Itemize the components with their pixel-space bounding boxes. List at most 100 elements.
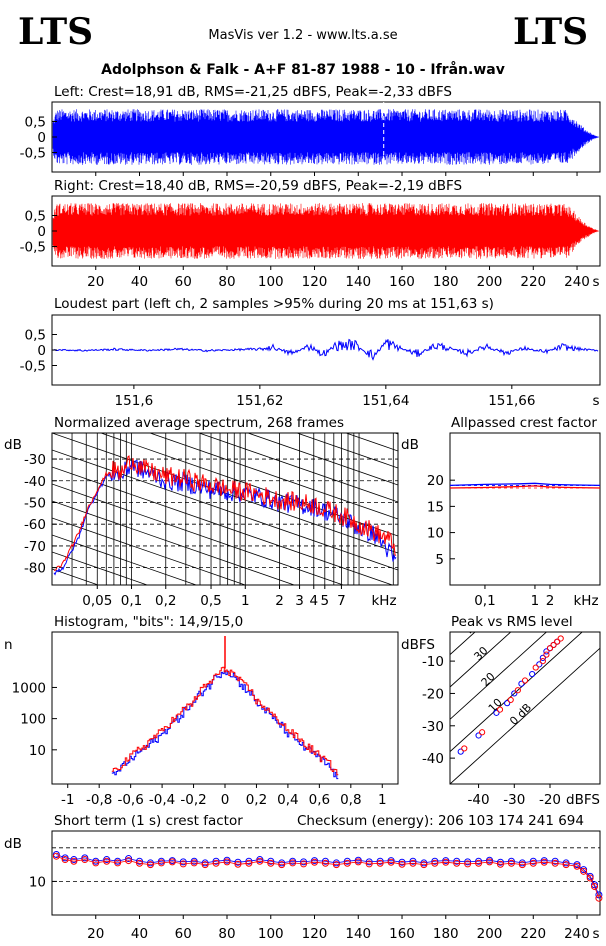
- histogram-xtick-label: -0,4: [149, 792, 175, 808]
- short-term-crest-point-left: [300, 858, 308, 866]
- right_waveform-xtick-label: 200: [477, 274, 503, 290]
- peak-rms-point-right: [532, 664, 539, 671]
- short-term-crest-point-right: [595, 894, 603, 902]
- short-term-crest-point-right: [92, 859, 100, 867]
- avg-spectrum-xtick-label: 2: [275, 593, 284, 609]
- short-term-crest-point-right: [61, 856, 69, 864]
- short-term-crest-point-left: [409, 857, 417, 865]
- short-term-crest-point-right: [518, 861, 526, 869]
- avg-spectrum-frame: [51, 432, 399, 586]
- allpassed-crest-plot: 20 15 10 5 0,1 1 2 kHz: [427, 473, 601, 609]
- peak-rms-point-left: [511, 690, 518, 697]
- allpassed-crest-xtick-label: 1: [531, 593, 540, 609]
- peak-rms-point-right: [461, 745, 468, 752]
- right_waveform-ytick-label: 0: [37, 224, 46, 240]
- right_waveform-xtick-label: 160: [389, 274, 415, 290]
- left-waveform-plot: 0,50-0,5: [20, 102, 599, 176]
- peak-rms-diagonal-label: 40: [464, 618, 483, 637]
- histogram-ylabel: n: [4, 637, 13, 653]
- peak-rms-point-right: [539, 658, 546, 665]
- avg-spectrum-xtick-label: 3: [295, 593, 304, 609]
- right_waveform-xtick-label: 140: [345, 274, 371, 290]
- short-term-crest-line-left: [56, 854, 600, 895]
- avg-spectrum-slope: [295, 433, 398, 469]
- short-term-crest-point-left: [321, 857, 329, 865]
- right_waveform-xunit: s: [592, 274, 599, 290]
- peak-rms-point-left: [536, 661, 543, 668]
- avg-spectrum-xunit: kHz: [371, 593, 396, 609]
- avg-spectrum-slope: [148, 433, 398, 520]
- avg-spectrum-series-left: [53, 459, 397, 576]
- allpassed-crest-ytick-label: 20: [427, 473, 444, 489]
- peak-rms-ytick-label: -30: [422, 719, 444, 735]
- short-term-crest-point-left: [212, 857, 220, 865]
- short-term-crest-point-left: [125, 855, 133, 863]
- peak-rms-point-left: [457, 748, 464, 755]
- histogram-xtick-label: 0,2: [246, 792, 267, 808]
- short-term-crest-xtick-label: 100: [258, 926, 284, 942]
- avg-spectrum-slope: [52, 534, 198, 585]
- allpassed-crest-series-right: [449, 485, 601, 489]
- short-term-crest-xtick-label: 40: [131, 926, 148, 942]
- loudest-part-panel: Loudest part (left ch, 2 samples >95% du…: [20, 296, 601, 409]
- peak-rms-diagonal-label: 30: [472, 644, 491, 663]
- short-term-crest-ylabel: dB: [4, 836, 22, 852]
- short-term-crest-point-right: [464, 860, 472, 868]
- right_waveform-signal: [52, 203, 599, 259]
- peak-rms-point-right: [550, 641, 557, 649]
- short-term-crest-point-right: [212, 859, 220, 867]
- left_waveform-ytick-label: -0,5: [20, 146, 46, 162]
- short-term-crest-point-right: [332, 861, 340, 869]
- histogram-xtick-label: 0,8: [340, 792, 361, 808]
- short-term-crest-point-right: [289, 859, 297, 867]
- peak-rms-point-right: [521, 677, 529, 684]
- short-term-crest-point-right: [496, 860, 504, 868]
- avg-spectrum-xtick-label: 4: [309, 593, 318, 609]
- loudest-part-xtick-label: 151,64: [362, 393, 409, 409]
- short-term-crest-xtick-label: 60: [175, 926, 192, 942]
- avg-spectrum-slope: [52, 517, 247, 585]
- short-term-crest-point-left: [179, 858, 187, 866]
- short-term-crest-point-right: [168, 858, 176, 866]
- allpassed-crest-series-left: [449, 482, 601, 487]
- short-term-crest-point-right: [300, 860, 308, 868]
- short-term-crest-point-right: [136, 859, 144, 867]
- short-term-crest-point-right: [420, 861, 428, 869]
- short-term-crest-point-left: [496, 858, 504, 866]
- histogram-xtick-label: -0,2: [180, 792, 206, 808]
- short-term-crest-point-right: [256, 857, 264, 865]
- avg-spectrum-ytick-label: -60: [24, 517, 46, 533]
- short-term-crest-point-right: [453, 859, 461, 867]
- allpassed-crest-ytick-label: 10: [427, 526, 444, 542]
- right_waveform-ytick-label: -0,5: [20, 240, 46, 256]
- short-term-crest-xunit: s: [592, 926, 599, 942]
- left-waveform-title: Left: Crest=18,91 dB, RMS=-21,25 dBFS, P…: [54, 84, 452, 100]
- short-term-crest-point-right: [475, 859, 483, 867]
- avg-spectrum-ytick-label: -70: [24, 539, 46, 555]
- histogram-ytick-label: 1000: [12, 680, 46, 696]
- histogram-xtick-label: -1: [61, 792, 74, 808]
- peak-rms-point-right: [546, 645, 554, 652]
- right-waveform-plot: 0,50-0,5 20 40 60 80 100 120 140 160 180 200 220 240…: [20, 203, 600, 290]
- short-term-crest-point-right: [114, 859, 122, 867]
- short-term-crest-point-right: [343, 859, 351, 867]
- histogram-title: Histogram, "bits": 14,9/15,0: [54, 614, 243, 630]
- peak-rms-point-right: [554, 638, 561, 645]
- peak-rms-title: Peak vs RMS level: [451, 614, 573, 630]
- allpassed-crest-ylabel: dB: [401, 437, 419, 453]
- histogram-xtick-label: 0,6: [309, 792, 330, 808]
- right_waveform-xtick-label: 220: [520, 274, 546, 290]
- left_waveform-ytick-label: 0: [37, 130, 46, 146]
- avg-spectrum-ylabel: dB: [4, 437, 22, 453]
- short-term-crest-title: Short term (1 s) crest factor: [54, 813, 243, 829]
- avg-spectrum-slope: [52, 551, 149, 585]
- allpassed-crest-title: Allpassed crest factor: [451, 415, 597, 431]
- avg-spectrum-ytick-label: -40: [24, 474, 46, 490]
- app-version: MasVis ver 1.2 - www.lts.a.se: [208, 28, 397, 43]
- avg-spectrum-slope: [246, 433, 398, 486]
- allpassed-crest-ytick-label: 15: [427, 499, 444, 515]
- short-term-crest-point-left: [464, 858, 472, 866]
- avg-spectrum-xtick-label: 1: [241, 593, 250, 609]
- short-term-crest-point-right: [70, 857, 78, 865]
